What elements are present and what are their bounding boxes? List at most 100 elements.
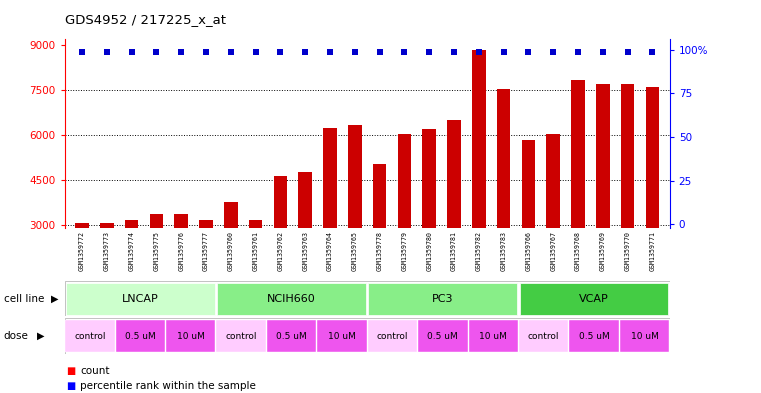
Text: GSM1359776: GSM1359776 <box>178 231 184 271</box>
Bar <box>521 140 535 315</box>
Point <box>374 49 386 55</box>
Point <box>126 49 138 55</box>
Bar <box>571 80 584 315</box>
Text: GSM1359764: GSM1359764 <box>327 231 333 271</box>
Text: GSM1359765: GSM1359765 <box>352 231 358 271</box>
Text: GSM1359775: GSM1359775 <box>154 231 159 271</box>
Text: GSM1359762: GSM1359762 <box>278 231 283 271</box>
Point <box>200 49 212 55</box>
Point <box>448 49 460 55</box>
Bar <box>348 125 361 315</box>
Bar <box>267 320 317 352</box>
Text: NCIH660: NCIH660 <box>267 294 316 304</box>
Text: GSM1359773: GSM1359773 <box>103 231 110 271</box>
Point <box>299 49 311 55</box>
Bar <box>621 84 635 315</box>
Point <box>622 49 634 55</box>
Bar <box>166 320 215 352</box>
Point <box>349 49 361 55</box>
Bar <box>373 163 387 315</box>
Text: dose: dose <box>4 331 29 341</box>
Bar <box>397 134 411 315</box>
Text: GSM1359761: GSM1359761 <box>253 231 259 271</box>
Text: GSM1359767: GSM1359767 <box>550 231 556 271</box>
Point <box>498 49 510 55</box>
Text: GSM1359779: GSM1359779 <box>401 231 407 271</box>
Text: 0.5 uM: 0.5 uM <box>276 332 307 340</box>
Text: GSM1359780: GSM1359780 <box>426 231 432 271</box>
Bar <box>65 320 115 352</box>
Bar <box>224 202 237 315</box>
Text: ■: ■ <box>66 381 75 391</box>
Bar <box>619 320 669 352</box>
Point <box>324 49 336 55</box>
Text: GSM1359769: GSM1359769 <box>600 231 606 271</box>
Bar <box>422 129 436 315</box>
Bar <box>274 176 287 315</box>
Text: 0.5 uM: 0.5 uM <box>125 332 156 340</box>
Text: 0.5 uM: 0.5 uM <box>578 332 610 340</box>
Point <box>76 49 88 55</box>
Text: PC3: PC3 <box>432 294 454 304</box>
Point <box>398 49 410 55</box>
Text: 10 uM: 10 uM <box>631 332 658 340</box>
Text: ▶: ▶ <box>37 331 45 341</box>
Bar <box>298 172 312 315</box>
Text: control: control <box>377 332 408 340</box>
Text: GSM1359770: GSM1359770 <box>625 231 631 271</box>
Point <box>646 49 658 55</box>
Text: GSM1359763: GSM1359763 <box>302 231 308 271</box>
Text: 10 uM: 10 uM <box>328 332 356 340</box>
Bar <box>497 89 511 315</box>
Text: GSM1359781: GSM1359781 <box>451 231 457 271</box>
Bar <box>199 220 213 315</box>
Point <box>522 49 534 55</box>
Bar <box>645 87 659 315</box>
Bar <box>66 283 215 314</box>
Point <box>547 49 559 55</box>
Bar <box>150 213 164 315</box>
Bar <box>418 320 467 352</box>
Point <box>175 49 187 55</box>
Bar <box>469 320 518 352</box>
Bar <box>596 84 610 315</box>
Text: GSM1359766: GSM1359766 <box>525 231 531 271</box>
Bar <box>75 223 89 315</box>
Text: GSM1359768: GSM1359768 <box>575 231 581 271</box>
Text: GDS4952 / 217225_x_at: GDS4952 / 217225_x_at <box>65 13 226 26</box>
Text: GSM1359772: GSM1359772 <box>79 231 85 271</box>
Bar <box>216 320 266 352</box>
Text: ▶: ▶ <box>51 294 59 304</box>
Point <box>597 49 609 55</box>
Bar <box>472 50 486 315</box>
Bar <box>116 320 165 352</box>
Text: LNCAP: LNCAP <box>122 294 159 304</box>
Text: GSM1359774: GSM1359774 <box>129 231 135 271</box>
Text: GSM1359771: GSM1359771 <box>649 231 655 271</box>
Text: percentile rank within the sample: percentile rank within the sample <box>80 381 256 391</box>
Text: GSM1359778: GSM1359778 <box>377 231 383 271</box>
Bar <box>368 320 417 352</box>
Bar <box>317 320 367 352</box>
Text: cell line: cell line <box>4 294 44 304</box>
Bar <box>100 222 113 315</box>
Text: 10 uM: 10 uM <box>479 332 507 340</box>
Text: GSM1359783: GSM1359783 <box>501 231 507 271</box>
Text: GSM1359777: GSM1359777 <box>203 231 209 271</box>
Point <box>151 49 163 55</box>
Bar <box>569 320 619 352</box>
Text: GSM1359760: GSM1359760 <box>228 231 234 271</box>
Bar <box>368 283 517 314</box>
Bar <box>520 283 668 314</box>
Bar <box>217 283 366 314</box>
Text: 0.5 uM: 0.5 uM <box>428 332 458 340</box>
Bar <box>519 320 568 352</box>
Bar <box>546 134 560 315</box>
Point <box>572 49 584 55</box>
Point <box>250 49 262 55</box>
Point <box>423 49 435 55</box>
Text: control: control <box>74 332 106 340</box>
Text: count: count <box>80 366 110 376</box>
Bar <box>447 119 460 315</box>
Bar <box>323 128 337 315</box>
